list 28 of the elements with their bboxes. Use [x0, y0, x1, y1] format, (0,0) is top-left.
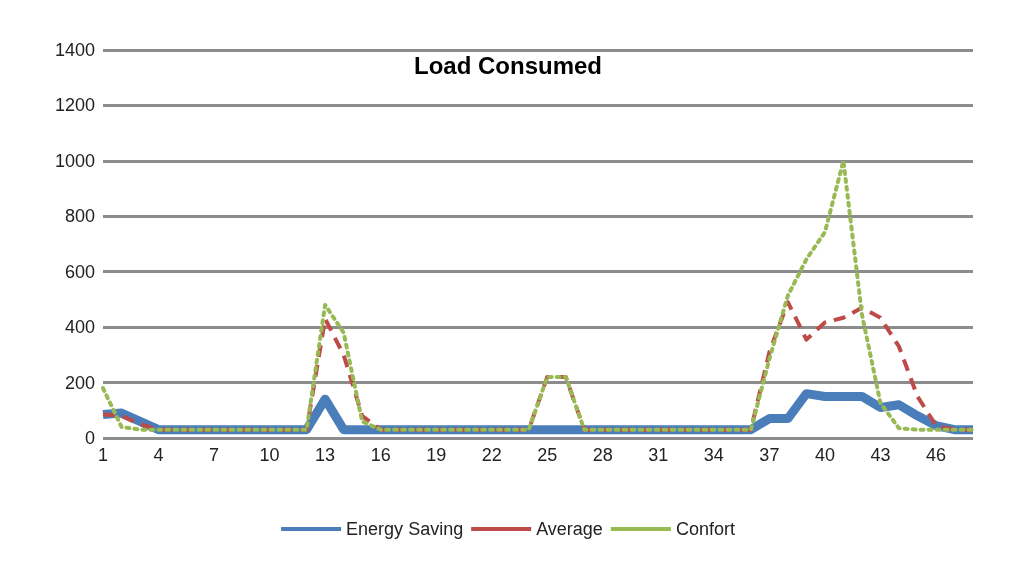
x-tick-label: 40	[814, 445, 835, 465]
x-tick-label: 37	[759, 445, 780, 465]
x-tick-label: 25	[537, 445, 558, 465]
x-tick-label: 28	[592, 445, 613, 465]
y-tick-label: 200	[64, 372, 95, 393]
legend-label: Confort	[675, 519, 735, 539]
x-tick-label: 31	[648, 445, 669, 465]
legend-label: Energy Saving	[346, 519, 464, 539]
y-tick-label: 400	[64, 317, 95, 338]
x-tick-label: 1	[97, 445, 109, 465]
y-tick-label: 800	[64, 206, 95, 227]
legend-label: Average	[536, 519, 603, 539]
y-tick-label: 1200	[54, 95, 95, 116]
x-tick-label: 46	[925, 445, 946, 465]
x-tick-label: 10	[259, 445, 280, 465]
y-tick-label: 1000	[54, 150, 95, 171]
y-tick-label: 0	[84, 428, 95, 448]
y-tick-label: 1400	[54, 40, 95, 60]
x-tick-label: 7	[209, 445, 220, 465]
x-tick-label: 4	[153, 445, 164, 465]
y-tick-label: 600	[64, 261, 95, 282]
x-tick-label: 43	[870, 445, 891, 465]
x-tick-label: 16	[370, 445, 391, 465]
x-tick-label: 13	[315, 445, 336, 465]
chart-title: Load Consumed	[413, 51, 603, 79]
x-tick-label: 19	[426, 445, 447, 465]
x-tick-label: 34	[703, 445, 724, 465]
x-tick-label: 22	[481, 445, 502, 465]
